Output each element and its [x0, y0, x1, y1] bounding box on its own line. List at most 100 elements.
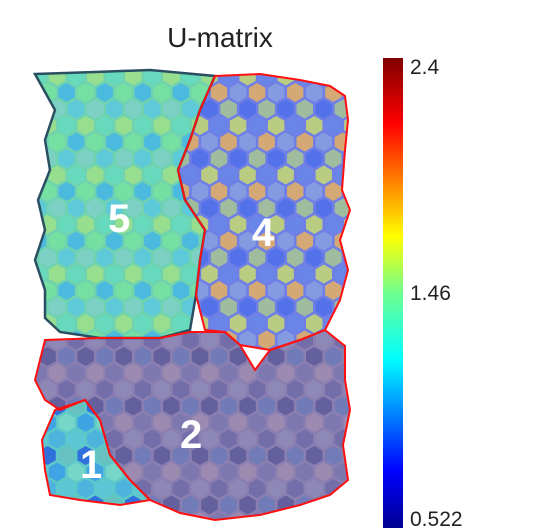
hex-cell — [210, 248, 228, 267]
hex-cell — [153, 314, 171, 333]
hex-cell — [277, 165, 294, 185]
hex-cell — [49, 496, 66, 515]
hex-cell — [334, 495, 350, 515]
hex-cell — [306, 281, 323, 300]
hex-cell — [220, 198, 237, 218]
hex-cell — [248, 479, 266, 498]
hex-cell — [182, 231, 199, 251]
hex-cell — [258, 330, 275, 350]
hex-cell — [296, 429, 313, 449]
hex-cell — [258, 396, 275, 416]
hex-cell — [115, 380, 132, 399]
hex-cell — [344, 512, 350, 520]
hex-cell — [267, 116, 285, 135]
hex-cell — [296, 462, 313, 482]
hex-cell — [115, 314, 132, 333]
hex-cell — [344, 512, 361, 530]
hex-cell — [258, 231, 275, 251]
hex-cell — [267, 413, 285, 432]
hex-cell — [287, 116, 304, 135]
hex-cell — [39, 380, 56, 399]
hex-cell — [125, 297, 142, 317]
hex-cell — [325, 347, 342, 366]
hex-cell — [134, 116, 151, 135]
hex-cell — [258, 99, 275, 119]
hex-cell — [296, 396, 313, 416]
hex-cell — [210, 215, 228, 234]
hex-cell — [77, 248, 94, 267]
hex-cell — [144, 462, 161, 482]
hex-cell — [106, 132, 123, 152]
hex-cell — [125, 495, 142, 505]
hex-cell — [39, 512, 56, 530]
hex-cell — [172, 413, 190, 432]
hex-cell — [191, 347, 209, 366]
hex-cell — [296, 132, 313, 152]
hex-cell — [163, 264, 180, 284]
hex-cell — [172, 116, 190, 135]
hex-cell — [344, 281, 361, 300]
hexagon-grid — [30, 70, 361, 530]
hex-cell — [86, 165, 104, 185]
hex-cell — [258, 429, 275, 449]
hex-cell — [35, 132, 47, 152]
hex-cell — [296, 165, 313, 185]
hex-cell — [287, 248, 304, 267]
hex-cell — [287, 512, 303, 530]
chart-title: U-matrix — [167, 22, 273, 53]
hex-cell — [153, 281, 171, 300]
hex-cell — [58, 281, 75, 300]
hex-cell — [77, 479, 94, 498]
hex-cell — [267, 380, 285, 399]
hex-cell — [248, 116, 266, 135]
hex-cell — [325, 512, 341, 530]
hex-cell — [30, 133, 46, 152]
hex-cell — [248, 182, 266, 201]
hex-cell — [287, 215, 304, 234]
hex-cell — [220, 165, 237, 185]
hex-cell — [48, 264, 66, 284]
hex-cell — [325, 512, 341, 530]
hex-cell — [210, 380, 228, 399]
hex-cell — [306, 248, 323, 267]
hex-cell — [125, 363, 142, 383]
hex-cell — [96, 83, 113, 102]
hex-cell — [77, 512, 94, 530]
hex-cell — [58, 215, 75, 234]
hex-cell — [344, 347, 361, 366]
hex-cell — [267, 149, 285, 168]
hex-cell — [77, 512, 94, 530]
hex-cell — [344, 347, 350, 350]
hex-cell — [306, 512, 323, 520]
hex-cell — [134, 182, 151, 201]
hex-cell — [306, 413, 323, 432]
hex-cell — [144, 132, 161, 152]
hex-cell — [135, 512, 151, 530]
hex-cell — [30, 496, 46, 515]
hex-cell — [325, 512, 341, 530]
hex-cell — [86, 330, 104, 338]
hex-cell — [77, 281, 94, 300]
hex-cell — [115, 215, 132, 234]
hex-cell — [287, 512, 303, 530]
hex-cell — [58, 314, 75, 333]
hex-cell — [116, 512, 133, 530]
hex-cell — [67, 297, 85, 317]
hex-cell — [344, 512, 361, 530]
hex-cell — [30, 298, 46, 317]
hex-cell — [115, 413, 132, 432]
hex-cell — [325, 149, 342, 168]
hex-cell — [258, 198, 275, 218]
hex-cell — [153, 512, 171, 520]
hex-cell — [39, 512, 56, 530]
hex-cell — [248, 446, 266, 465]
hex-cell — [115, 281, 132, 300]
hex-cell — [48, 462, 66, 482]
hex-cell — [229, 83, 247, 102]
hex-cell — [277, 396, 294, 416]
hex-cell — [296, 363, 313, 383]
hex-cell — [49, 496, 66, 515]
hex-cell — [67, 132, 85, 152]
hex-cell — [220, 495, 237, 515]
hex-cell — [30, 166, 46, 185]
